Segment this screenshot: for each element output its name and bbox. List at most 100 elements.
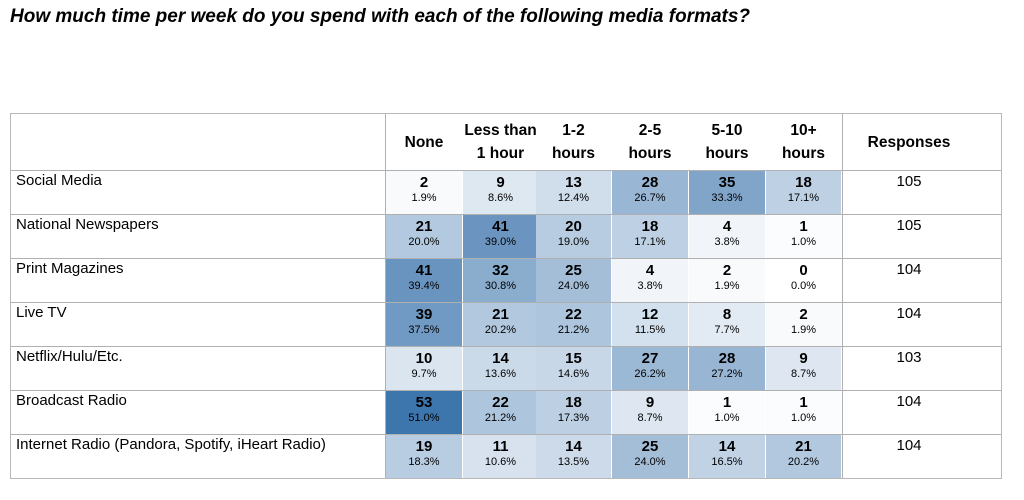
column-header-text: None [405,131,444,154]
cell-percent: 1.9% [411,192,437,204]
column-header-text: 5-10 hours [705,119,748,165]
heatmap-cell: 21 20.0% [386,215,462,258]
cell-percent: 11.5% [634,324,666,336]
cell-count: 14 [718,438,736,455]
cell-count: 2 [799,306,808,323]
cell-percent: 1.9% [790,324,817,336]
cell-percent: 26.7% [634,192,666,204]
column-header-line1: Less than [464,122,537,139]
column-header-text: 2-5 hours [628,119,671,165]
heatmap-cell: 2 1.9% [689,259,765,302]
cell-count: 9 [799,350,808,367]
cell-percent: 1.9% [714,280,740,292]
cell-count: 41 [415,262,433,279]
cell-percent: 0.0% [790,280,817,292]
cell-count: 28 [641,174,659,191]
row-label: Print Magazines [16,260,124,277]
cell-percent: 30.8% [484,280,517,292]
heatmap-cell: 4 3.8% [612,259,688,302]
column-header-line1: 5-10 [711,122,743,139]
cell-percent: 9.7% [411,368,437,380]
heatmap-cell: 18 17.1% [766,171,841,214]
cell-percent: 20.0% [408,236,440,248]
cell-percent: 24.0% [634,456,666,468]
heatmap-cell: 28 26.7% [612,171,688,214]
cell-percent: 8.6% [487,192,514,204]
cell-count: 2 [722,262,732,279]
cell-percent: 17.3% [557,412,590,424]
heatmap-cell: 1 1.0% [766,391,841,434]
cell-count: 28 [718,350,736,367]
cell-count: 21 [492,306,509,323]
heatmap-cell: 14 16.5% [689,435,765,478]
cell-count: 1 [799,394,808,411]
cell-count: 9 [645,394,655,411]
heatmap-cell: 53 51.0% [386,391,462,434]
cell-percent: 7.7% [714,324,740,336]
cell-count: 0 [799,262,808,279]
column-header: 1-2 hours [536,116,611,168]
column-header-line2: hours [551,145,596,162]
cell-count: 32 [492,262,509,279]
cell-percent: 8.7% [637,412,663,424]
row-label: Netflix/Hulu/Etc. [16,348,123,365]
heatmap-cell: 41 39.4% [386,259,462,302]
row-divider [11,434,1001,435]
column-header-text: 1-2 hours [552,119,595,165]
cell-percent: 18.3% [408,456,440,468]
heatmap-cell: 1 1.0% [689,391,765,434]
responses-value: 104 [896,305,922,322]
heatmap-cell: 1 1.0% [766,215,841,258]
cell-count: 10 [415,350,433,367]
column-header-line1: None [404,133,444,151]
cell-count: 11 [492,438,509,455]
cell-count: 9 [496,174,505,191]
cell-percent: 39.0% [484,236,517,248]
heatmap-cell: 27 26.2% [612,347,688,390]
heatmap-cell: 9 8.6% [463,171,538,214]
row-label: Internet Radio (Pandora, Spotify, iHeart… [16,436,326,453]
cell-percent: 14.6% [557,368,590,380]
heatmap-cell: 22 21.2% [536,303,611,346]
column-header: Less than 1 hour [463,116,538,168]
cell-percent: 12.4% [557,192,590,204]
cell-count: 25 [565,262,582,279]
heatmap-cell: 18 17.1% [612,215,688,258]
row-label: Live TV [16,304,67,321]
cell-count: 8 [722,306,732,323]
cell-count: 20 [565,218,582,235]
heatmap-cell: 4 3.8% [689,215,765,258]
cell-count: 1 [799,218,808,235]
row-divider [11,170,1001,171]
cell-percent: 17.1% [787,192,820,204]
media-time-table: None Less than 1 hour 1-2 hours 2-5 hours 5-10 h… [10,113,1002,479]
heatmap-cell: 19 18.3% [386,435,462,478]
responses-value: 105 [896,217,922,234]
row-divider [11,346,1001,347]
page-title: How much time per week do you spend with… [10,6,751,27]
responses-header: Responses [867,133,951,151]
cell-percent: 17.1% [634,236,666,248]
cell-percent: 3.8% [637,280,663,292]
heatmap-cell: 25 24.0% [612,435,688,478]
column-header: 2-5 hours [612,116,688,168]
cell-percent: 21.2% [557,324,590,336]
column-header: 10+ hours [766,116,841,168]
heatmap-cell: 21 20.2% [463,303,538,346]
cell-percent: 1.0% [714,412,740,424]
cell-count: 35 [718,174,736,191]
responses-value: 104 [896,261,922,278]
heatmap-cell: 35 33.3% [689,171,765,214]
cell-percent: 8.7% [790,368,817,380]
responses-divider [842,114,843,478]
cell-percent: 20.2% [484,324,517,336]
column-header-line1: 10+ [790,122,817,139]
cell-count: 41 [492,218,509,235]
cell-count: 18 [565,394,582,411]
cell-count: 53 [415,394,433,411]
heatmap-cell: 39 37.5% [386,303,462,346]
cell-percent: 26.2% [634,368,666,380]
row-divider [11,258,1001,259]
cell-percent: 16.5% [711,456,743,468]
cell-percent: 10.6% [484,456,517,468]
